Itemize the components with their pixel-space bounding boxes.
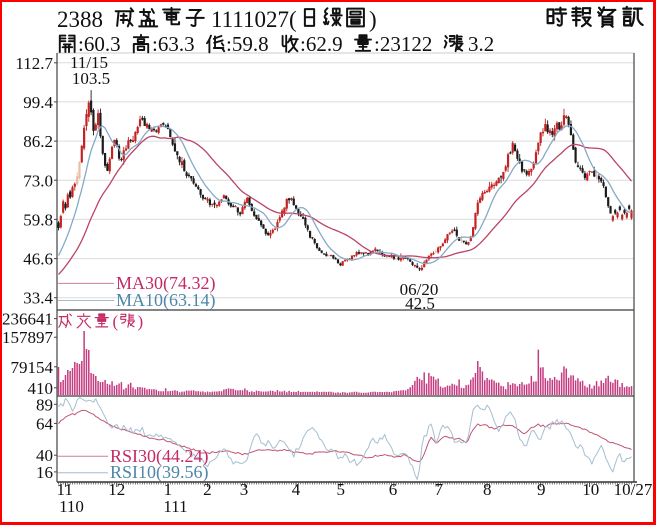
svg-text:7: 7 <box>434 480 443 499</box>
svg-text:410: 410 <box>28 379 54 398</box>
svg-text:64: 64 <box>36 414 54 433</box>
svg-text:1: 1 <box>164 480 173 499</box>
svg-text::23122: :23122 <box>374 32 432 56</box>
svg-text:3.2: 3.2 <box>468 32 494 56</box>
svg-text::60.3: :60.3 <box>78 32 121 56</box>
svg-text:46.6: 46.6 <box>23 250 53 269</box>
svg-text::63.3: :63.3 <box>152 32 195 56</box>
svg-text:6: 6 <box>389 480 398 499</box>
svg-text:8: 8 <box>483 480 492 499</box>
svg-text:157897: 157897 <box>2 328 54 347</box>
svg-text:2388: 2388 <box>57 7 103 32</box>
svg-text:79154: 79154 <box>11 358 54 377</box>
svg-text:): ) <box>138 312 144 331</box>
svg-text:16: 16 <box>36 463 53 482</box>
svg-text:9: 9 <box>537 480 546 499</box>
svg-text:40: 40 <box>36 446 53 465</box>
svg-text::59.8: :59.8 <box>226 32 269 56</box>
svg-text:MA10(63.14): MA10(63.14) <box>116 290 216 311</box>
svg-text:10: 10 <box>582 480 599 499</box>
svg-text:5: 5 <box>337 480 346 499</box>
svg-text:2: 2 <box>203 480 212 499</box>
svg-text:12: 12 <box>108 480 125 499</box>
svg-text:06/20: 06/20 <box>400 280 439 299</box>
svg-text::62.9: :62.9 <box>300 32 343 56</box>
svg-text:4: 4 <box>292 480 301 499</box>
svg-text:): ) <box>369 7 377 32</box>
svg-text:42.5: 42.5 <box>405 294 435 313</box>
svg-text:33.4: 33.4 <box>23 289 53 308</box>
svg-text:11: 11 <box>57 480 73 499</box>
svg-text:(: ( <box>113 312 119 331</box>
svg-text:10/27: 10/27 <box>614 480 653 499</box>
svg-text:110: 110 <box>59 497 84 516</box>
svg-text:3: 3 <box>240 480 249 499</box>
svg-text:73.0: 73.0 <box>23 171 53 190</box>
svg-text:111: 111 <box>163 497 187 516</box>
svg-text:86.2: 86.2 <box>23 132 53 151</box>
svg-text:RSI30(44.24): RSI30(44.24) <box>110 446 209 467</box>
svg-text:11/15: 11/15 <box>70 53 108 72</box>
svg-text:1111027(: 1111027( <box>211 7 297 32</box>
svg-text:236641: 236641 <box>2 310 53 329</box>
svg-text:112.7: 112.7 <box>15 54 53 73</box>
svg-text:MA30(74.32): MA30(74.32) <box>116 273 216 294</box>
svg-text:99.4: 99.4 <box>23 93 53 112</box>
svg-text:59.8: 59.8 <box>23 210 53 229</box>
svg-text:89: 89 <box>36 395 53 414</box>
svg-text:RSI10(39.56): RSI10(39.56) <box>110 462 209 483</box>
svg-text:103.5: 103.5 <box>72 69 110 88</box>
